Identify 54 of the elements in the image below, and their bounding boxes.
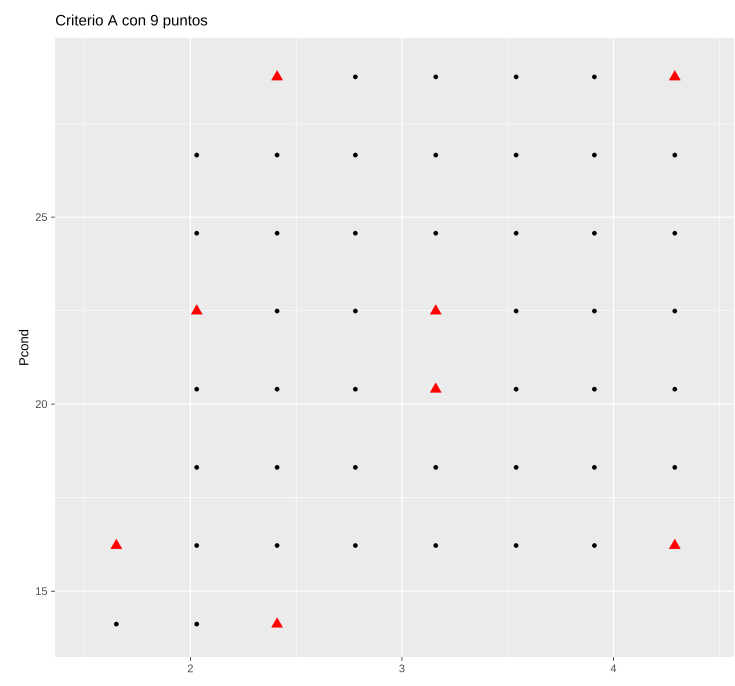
y-tick-label: 25 xyxy=(36,213,48,222)
point xyxy=(592,464,597,470)
x-tick-label: 4 xyxy=(610,664,616,672)
point xyxy=(514,543,519,548)
point xyxy=(592,152,597,158)
point xyxy=(194,230,200,236)
point xyxy=(274,308,280,314)
chart-title: Criterio A con 9 puntos xyxy=(56,14,208,28)
point xyxy=(430,382,442,393)
point xyxy=(274,543,280,548)
point xyxy=(592,74,597,80)
point xyxy=(274,230,280,236)
point xyxy=(194,543,200,548)
point xyxy=(592,308,597,314)
point xyxy=(592,386,597,392)
point xyxy=(352,152,358,158)
point xyxy=(433,152,438,158)
point xyxy=(352,230,358,236)
point xyxy=(433,230,438,236)
point xyxy=(672,464,678,470)
point xyxy=(352,74,358,80)
point xyxy=(514,152,519,158)
y-axis-title: Pcond xyxy=(18,330,28,365)
point xyxy=(194,386,200,392)
point xyxy=(433,74,438,80)
point xyxy=(352,464,358,470)
point xyxy=(433,543,438,548)
point xyxy=(592,230,597,236)
point xyxy=(514,464,519,470)
point xyxy=(274,386,280,392)
point xyxy=(672,152,678,158)
point xyxy=(592,543,597,548)
point xyxy=(514,308,519,314)
point xyxy=(514,74,519,80)
x-tick-label: 2 xyxy=(188,664,193,672)
point xyxy=(194,464,200,470)
point xyxy=(114,622,119,626)
y-tick-label: 15 xyxy=(36,587,48,596)
point xyxy=(352,308,358,314)
point xyxy=(433,464,438,470)
point xyxy=(271,617,283,628)
point xyxy=(672,386,678,392)
point xyxy=(352,543,358,548)
point xyxy=(194,152,200,158)
point xyxy=(352,386,358,392)
point xyxy=(274,464,280,470)
point xyxy=(514,386,519,392)
y-tick-label: 20 xyxy=(36,400,48,408)
point xyxy=(274,152,280,158)
point xyxy=(672,230,678,236)
point xyxy=(514,230,519,236)
point xyxy=(672,308,678,314)
x-tick-label: 3 xyxy=(399,664,404,672)
point xyxy=(194,622,200,626)
